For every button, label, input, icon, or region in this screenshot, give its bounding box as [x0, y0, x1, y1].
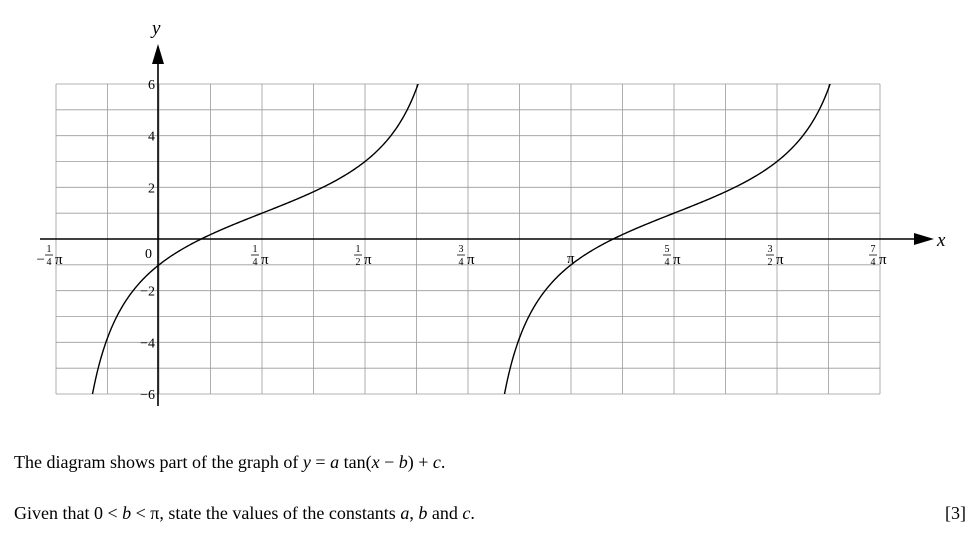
y-tick-label: 4	[148, 130, 155, 145]
y-tick-label: −4	[140, 336, 155, 351]
axes: x y 0	[40, 18, 946, 406]
x-tick-denominator: 4	[665, 257, 670, 268]
question-line-1: The diagram shows part of the graph of y…	[14, 452, 445, 473]
graph-diagram: x y 0 642−2−4−6 −14 π14 π12 π34 π π54 π32 π74 π	[37, 18, 946, 406]
x-tick-pi: π	[673, 252, 681, 268]
marks-label: [3]	[945, 503, 966, 523]
x-tick-sign: −	[37, 252, 45, 268]
y-tick-label: −2	[140, 285, 155, 300]
x-tick-numerator: 1	[356, 244, 361, 255]
x-tick-numerator: 3	[768, 244, 773, 255]
x-tick-denominator: 4	[871, 257, 876, 268]
curve-branch	[503, 84, 831, 394]
y-tick-labels: 6 4 2 −2 −4 −6	[140, 78, 155, 403]
x-tick-pi: π	[776, 252, 784, 268]
y-tick-label: 6	[148, 78, 155, 93]
x-tick-pi: π	[55, 252, 63, 268]
y-tick-label: 2	[148, 181, 155, 196]
question-line-2: Given that 0 < b < π, state the values o…	[14, 503, 966, 524]
x-tick-numerator: 1	[253, 244, 258, 255]
x-tick-pi: π	[261, 252, 269, 268]
x-axis-arrow	[914, 233, 934, 245]
x-tick-numerator: 7	[871, 244, 876, 255]
x-tick-labels: −14 π14 π12 π34 π π54 π32 π74 π	[37, 244, 887, 268]
x-tick-label: −1 4 π	[37, 244, 63, 268]
question-instruction: Given that 0 < b < π, state the values o…	[14, 503, 475, 523]
y-axis-label: y	[150, 18, 161, 39]
x-tick-pi: π	[567, 251, 575, 267]
x-tick-denominator: 4	[459, 257, 464, 268]
x-tick-label: 1 2 π	[354, 244, 372, 268]
x-tick-label: 3 4 π	[457, 244, 475, 268]
x-tick-label: 7 4 π	[869, 244, 887, 268]
x-tick-label: π	[567, 251, 575, 267]
x-tick-label: 3 2 π	[766, 244, 784, 268]
x-tick-denominator: 2	[356, 257, 361, 268]
origin-label: 0	[145, 247, 152, 262]
x-tick-denominator: 4	[47, 257, 52, 268]
question-equation: y = a tan(x − b) + c.	[302, 452, 446, 472]
x-tick-numerator: 1	[47, 244, 52, 255]
x-tick-denominator: 4	[253, 257, 258, 268]
x-tick-pi: π	[467, 252, 475, 268]
x-tick-pi: π	[879, 252, 887, 268]
x-axis-label: x	[936, 230, 946, 251]
curve-branch	[91, 84, 419, 394]
x-tick-label: 1 4 π	[251, 244, 269, 268]
x-tick-label: 5 4 π	[663, 244, 681, 268]
question-text: The diagram shows part of the graph of	[14, 452, 303, 472]
x-tick-numerator: 3	[459, 244, 464, 255]
x-tick-denominator: 2	[768, 257, 773, 268]
tangent-curve	[91, 84, 831, 394]
x-tick-numerator: 5	[665, 244, 670, 255]
y-tick-label: −6	[140, 388, 155, 403]
x-tick-pi: π	[364, 252, 372, 268]
y-axis-arrow	[152, 44, 164, 64]
